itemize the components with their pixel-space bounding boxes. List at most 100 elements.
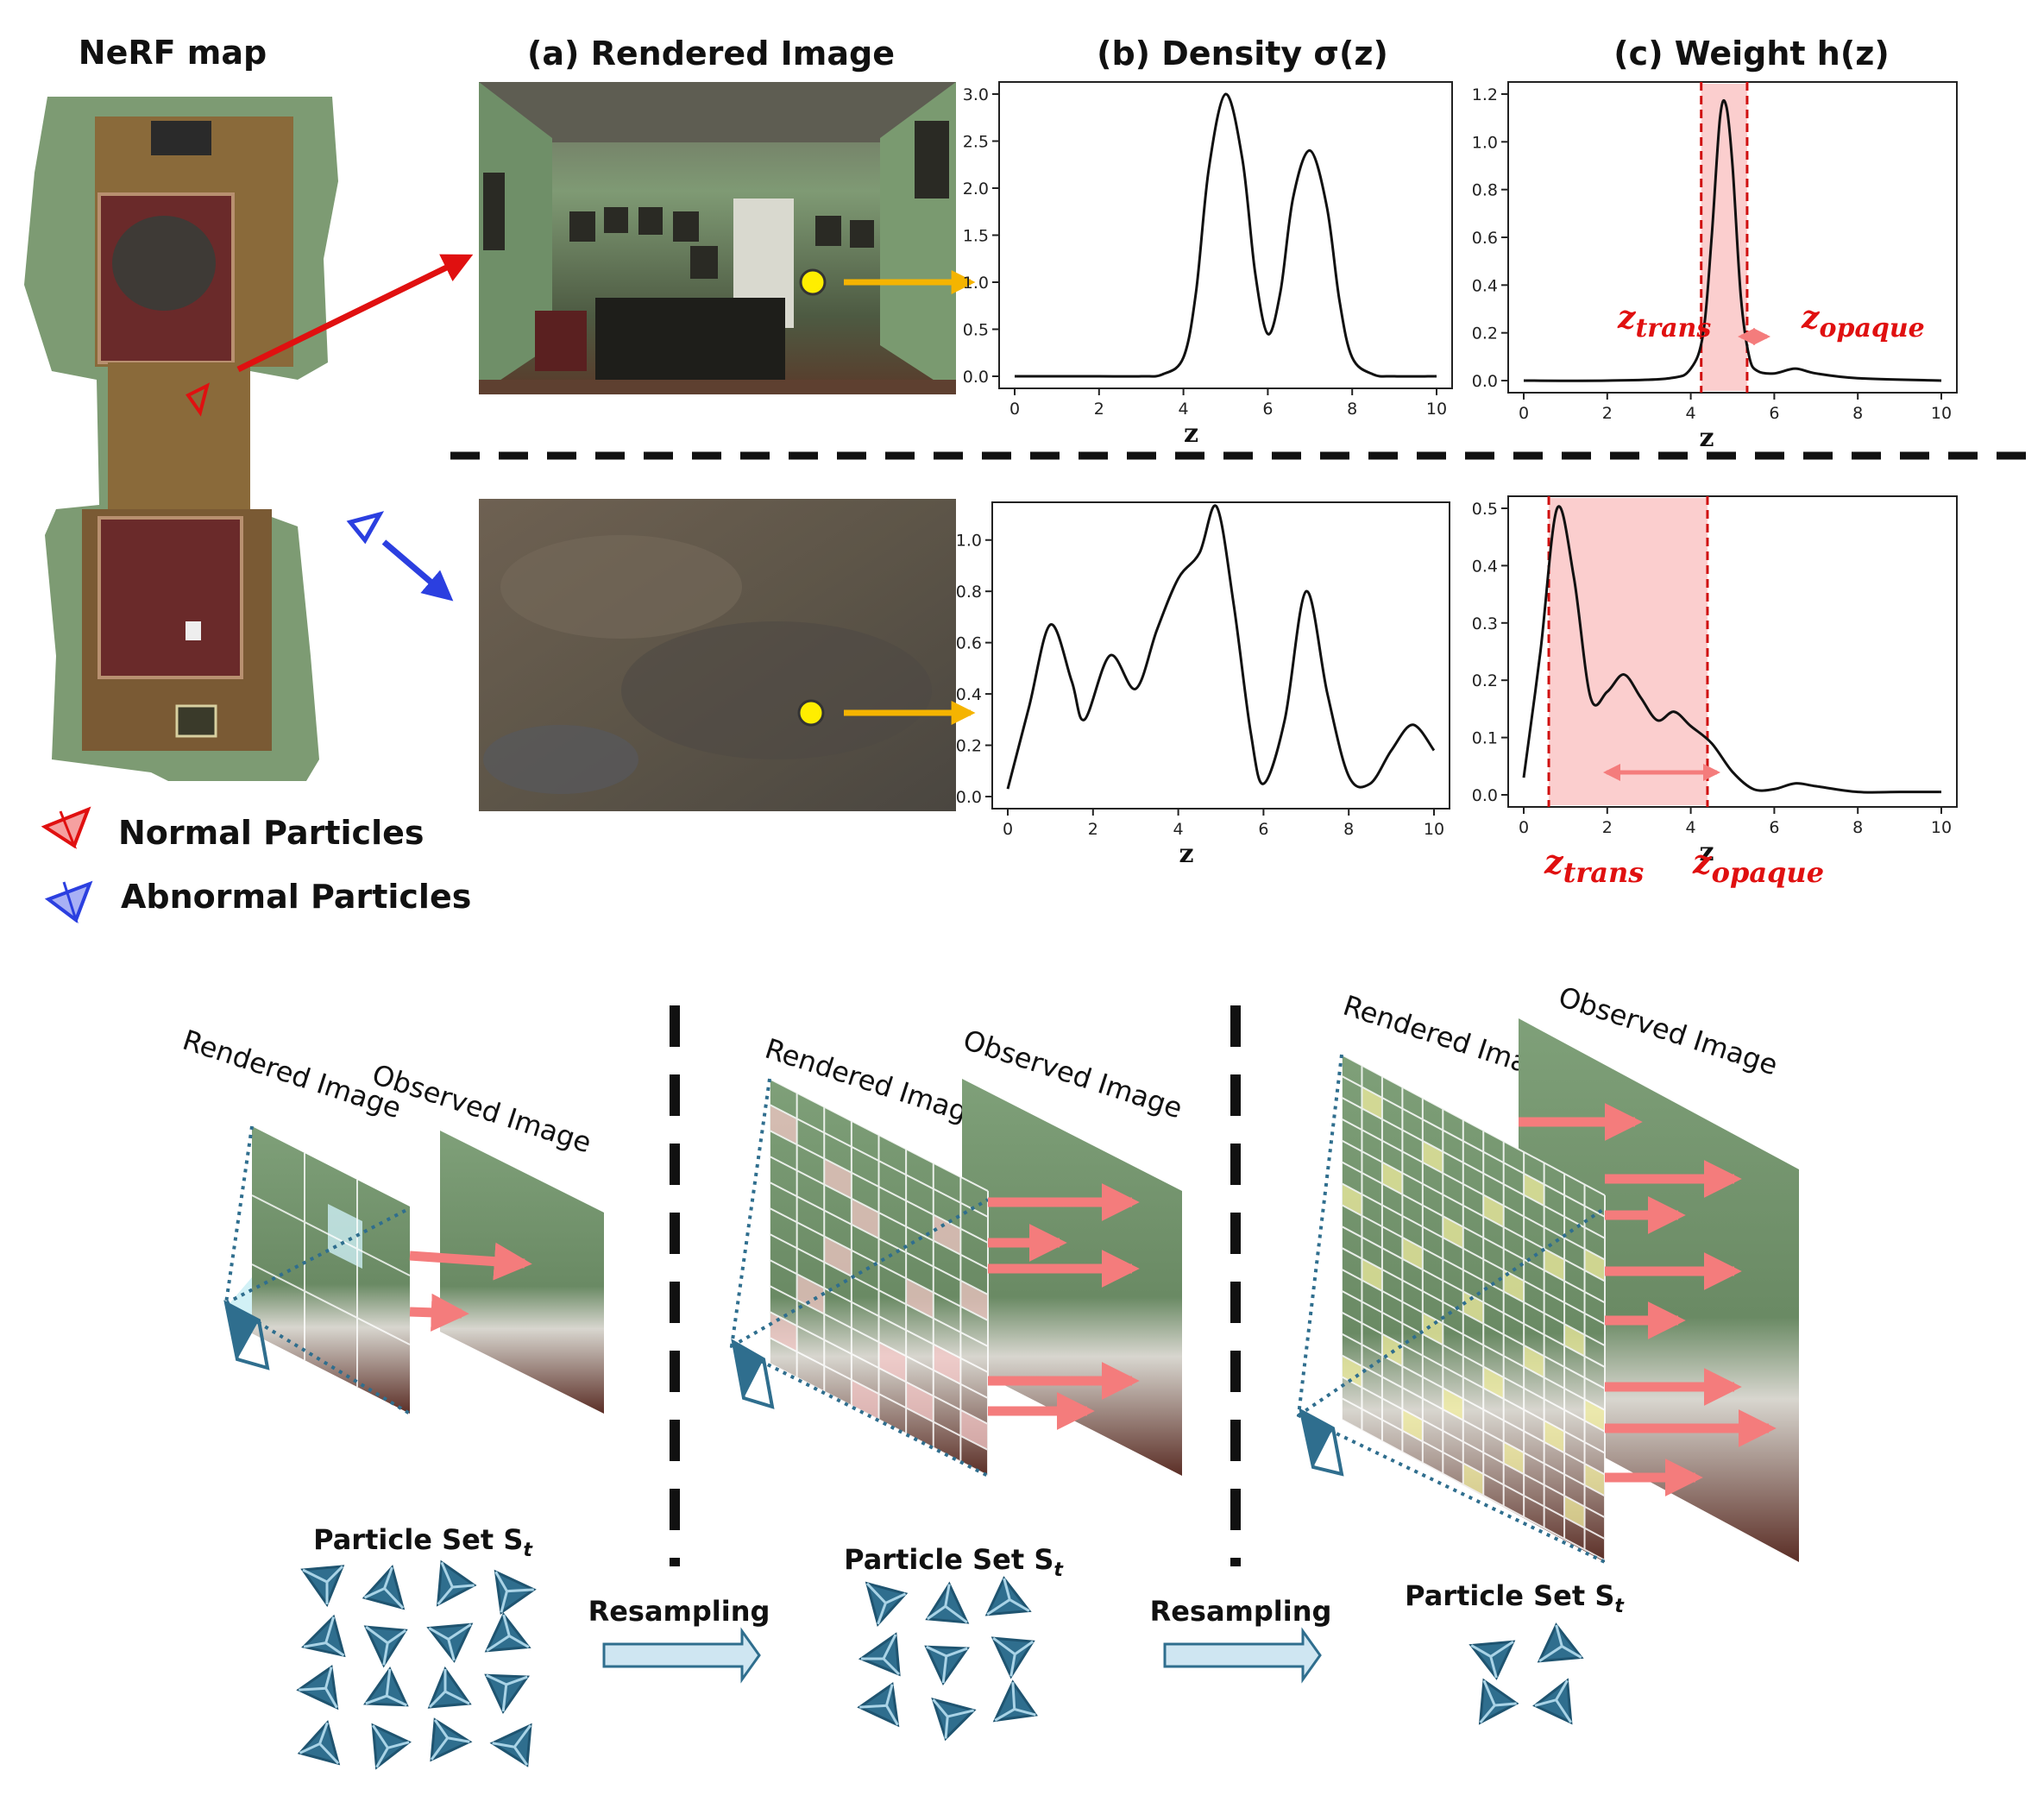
grid-cell bbox=[933, 1344, 961, 1384]
legend-normal: Normal Particles bbox=[118, 814, 425, 852]
grid-cell bbox=[960, 1280, 988, 1320]
x-tick-label: 0 bbox=[1519, 818, 1529, 837]
resampling-label-2: Resampling bbox=[1150, 1595, 1332, 1628]
grid-cell bbox=[1584, 1249, 1605, 1282]
x-axis-label: z bbox=[1179, 839, 1193, 869]
grid-cell bbox=[1402, 1408, 1423, 1442]
y-tick-label: 1.2 bbox=[1472, 85, 1498, 104]
series-line bbox=[1522, 505, 1941, 794]
x-tick-label: 10 bbox=[1424, 820, 1444, 839]
x-axis-label: z bbox=[1699, 837, 1714, 867]
grid-cell bbox=[770, 1105, 797, 1145]
particle-icon bbox=[858, 1632, 901, 1677]
grid-cell bbox=[1564, 1496, 1585, 1528]
grid-cell bbox=[770, 1312, 797, 1352]
x-tick-label: 2 bbox=[1094, 400, 1104, 419]
grid-line bbox=[1341, 1419, 1606, 1561]
grid-line bbox=[769, 1259, 989, 1373]
y-tick-label: 0.5 bbox=[963, 321, 989, 340]
grid-cell bbox=[1503, 1441, 1525, 1475]
legend: Normal Particles Abnormal Particles bbox=[41, 806, 471, 924]
grid-cell bbox=[1443, 1216, 1463, 1249]
series-line bbox=[1523, 98, 1942, 382]
particle-icon bbox=[363, 1625, 408, 1668]
particle-icon bbox=[301, 1614, 346, 1658]
x-tick-label: 8 bbox=[1347, 400, 1357, 419]
particle-icon bbox=[362, 1565, 406, 1610]
y-tick-label: 0.2 bbox=[1472, 324, 1498, 343]
legend-abnormal: Abnormal Particles bbox=[121, 878, 471, 916]
grid-cell bbox=[1544, 1420, 1565, 1453]
grid-line bbox=[1341, 1075, 1606, 1218]
grid-cell bbox=[1524, 1173, 1544, 1207]
grid-line bbox=[769, 1104, 989, 1218]
highlight-region bbox=[1701, 84, 1747, 391]
stage2-camera-icon bbox=[731, 1339, 775, 1409]
particle-icon bbox=[426, 1622, 474, 1663]
x-tick-label: 8 bbox=[1343, 820, 1354, 839]
y-tick-label: 1.0 bbox=[963, 274, 989, 293]
grid-cell bbox=[960, 1409, 988, 1450]
grid-line bbox=[1341, 1354, 1606, 1497]
x-tick-label: 0 bbox=[1003, 820, 1013, 839]
stage3-camera-icon bbox=[1299, 1408, 1344, 1477]
stage-1: Rendered Image Observed Image bbox=[179, 1024, 604, 1415]
particle-set-label-1: Particle Set St bbox=[313, 1523, 533, 1561]
particle-icon bbox=[296, 1665, 339, 1711]
x-tick-label: 0 bbox=[1519, 404, 1529, 423]
x-tick-label: 0 bbox=[1009, 400, 1020, 419]
z-trans-bottom: ztrans bbox=[1544, 842, 1644, 889]
y-tick-label: 1.0 bbox=[956, 532, 982, 551]
grid-line bbox=[769, 1130, 989, 1244]
sample-point-top bbox=[799, 268, 827, 296]
x-tick-label: 6 bbox=[1258, 820, 1268, 839]
x-tick-label: 8 bbox=[1852, 404, 1863, 423]
y-tick-label: 1.0 bbox=[1472, 133, 1498, 152]
grid-line bbox=[1341, 1376, 1606, 1519]
grid-line bbox=[1341, 1118, 1606, 1261]
x-tick-label: 10 bbox=[1931, 818, 1952, 837]
grid-cell bbox=[1483, 1366, 1504, 1399]
y-tick-label: 0.8 bbox=[956, 583, 982, 602]
particle-icon bbox=[371, 1723, 412, 1770]
grid-cell bbox=[1362, 1087, 1382, 1119]
z-labels-top: ztrans zopaque bbox=[1617, 299, 1925, 345]
chart-weight-top: 0 2 4 6 8 10 0.0 0.2 0.4 0.6 0.8 1.0 1.2 z bbox=[1472, 81, 1958, 453]
grid-cell bbox=[1564, 1324, 1585, 1357]
grid-cell bbox=[1381, 1162, 1403, 1195]
x-axis-label: z bbox=[1699, 423, 1714, 453]
grid-cell bbox=[1462, 1463, 1484, 1496]
grid-cell bbox=[1544, 1248, 1565, 1282]
x-axis-label: z bbox=[1184, 419, 1198, 449]
density-title: (b) Density σ(z) bbox=[1097, 35, 1388, 72]
particle-icon bbox=[363, 1666, 409, 1707]
resampling-arrow-2 bbox=[1163, 1627, 1322, 1684]
particle-icon bbox=[924, 1645, 970, 1686]
y-tick-label: 0.2 bbox=[956, 737, 982, 756]
grid-line bbox=[769, 1285, 989, 1399]
particle-icon bbox=[427, 1666, 472, 1709]
grid-cell bbox=[1584, 1463, 1605, 1496]
particle-icon bbox=[1532, 1678, 1573, 1725]
particle-icon bbox=[484, 1673, 530, 1715]
grid-cell bbox=[851, 1379, 879, 1420]
grid-line bbox=[769, 1181, 989, 1295]
grid-cell bbox=[1462, 1291, 1484, 1324]
grid-cell bbox=[933, 1214, 961, 1255]
grid-cell bbox=[1342, 1355, 1362, 1388]
map-title: NeRF map bbox=[79, 34, 267, 72]
normal-particle-icon bbox=[41, 806, 91, 849]
y-tick-label: 0.2 bbox=[1472, 671, 1498, 690]
x-tick-label: 2 bbox=[1602, 404, 1613, 423]
particle-icon bbox=[1469, 1640, 1516, 1680]
sample-point-bottom bbox=[797, 699, 825, 727]
y-tick-label: 0.4 bbox=[1472, 557, 1498, 576]
grid-line bbox=[1341, 1397, 1606, 1540]
particle-icon bbox=[1537, 1622, 1584, 1663]
x-tick-label: 4 bbox=[1173, 820, 1184, 839]
y-tick-label: 0.4 bbox=[956, 685, 982, 704]
highlight-region bbox=[1549, 498, 1708, 805]
grid-cell bbox=[1362, 1258, 1382, 1291]
stage1-observed-image bbox=[440, 1131, 604, 1414]
